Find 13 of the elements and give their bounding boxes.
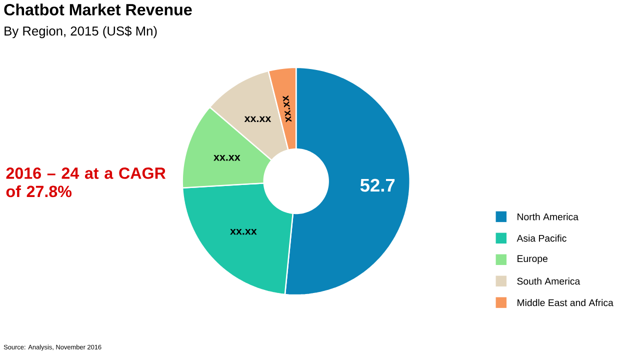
text: 2016 – 24 at a CAGR of 27.8% bbox=[6, 167, 166, 198]
chart-subtitle: By Region, 2015 (US$ Mn) bbox=[4, 26, 157, 38]
legend-label: South America bbox=[517, 277, 580, 285]
data-label: xx.xx bbox=[244, 116, 272, 122]
data-label: xx.xx bbox=[230, 228, 257, 235]
chart-title: Chatbot Market Revenue bbox=[4, 3, 192, 16]
legend-label: Middle East and Africa bbox=[518, 298, 614, 306]
legend-label: North America bbox=[518, 213, 578, 220]
data-label: xx.xx bbox=[282, 95, 292, 122]
legend-label: Asia Pacific bbox=[516, 234, 566, 242]
legend-label: Europe bbox=[518, 255, 548, 264]
data-label: 52.7 bbox=[360, 178, 395, 192]
data-label: xx.xx bbox=[214, 154, 240, 161]
